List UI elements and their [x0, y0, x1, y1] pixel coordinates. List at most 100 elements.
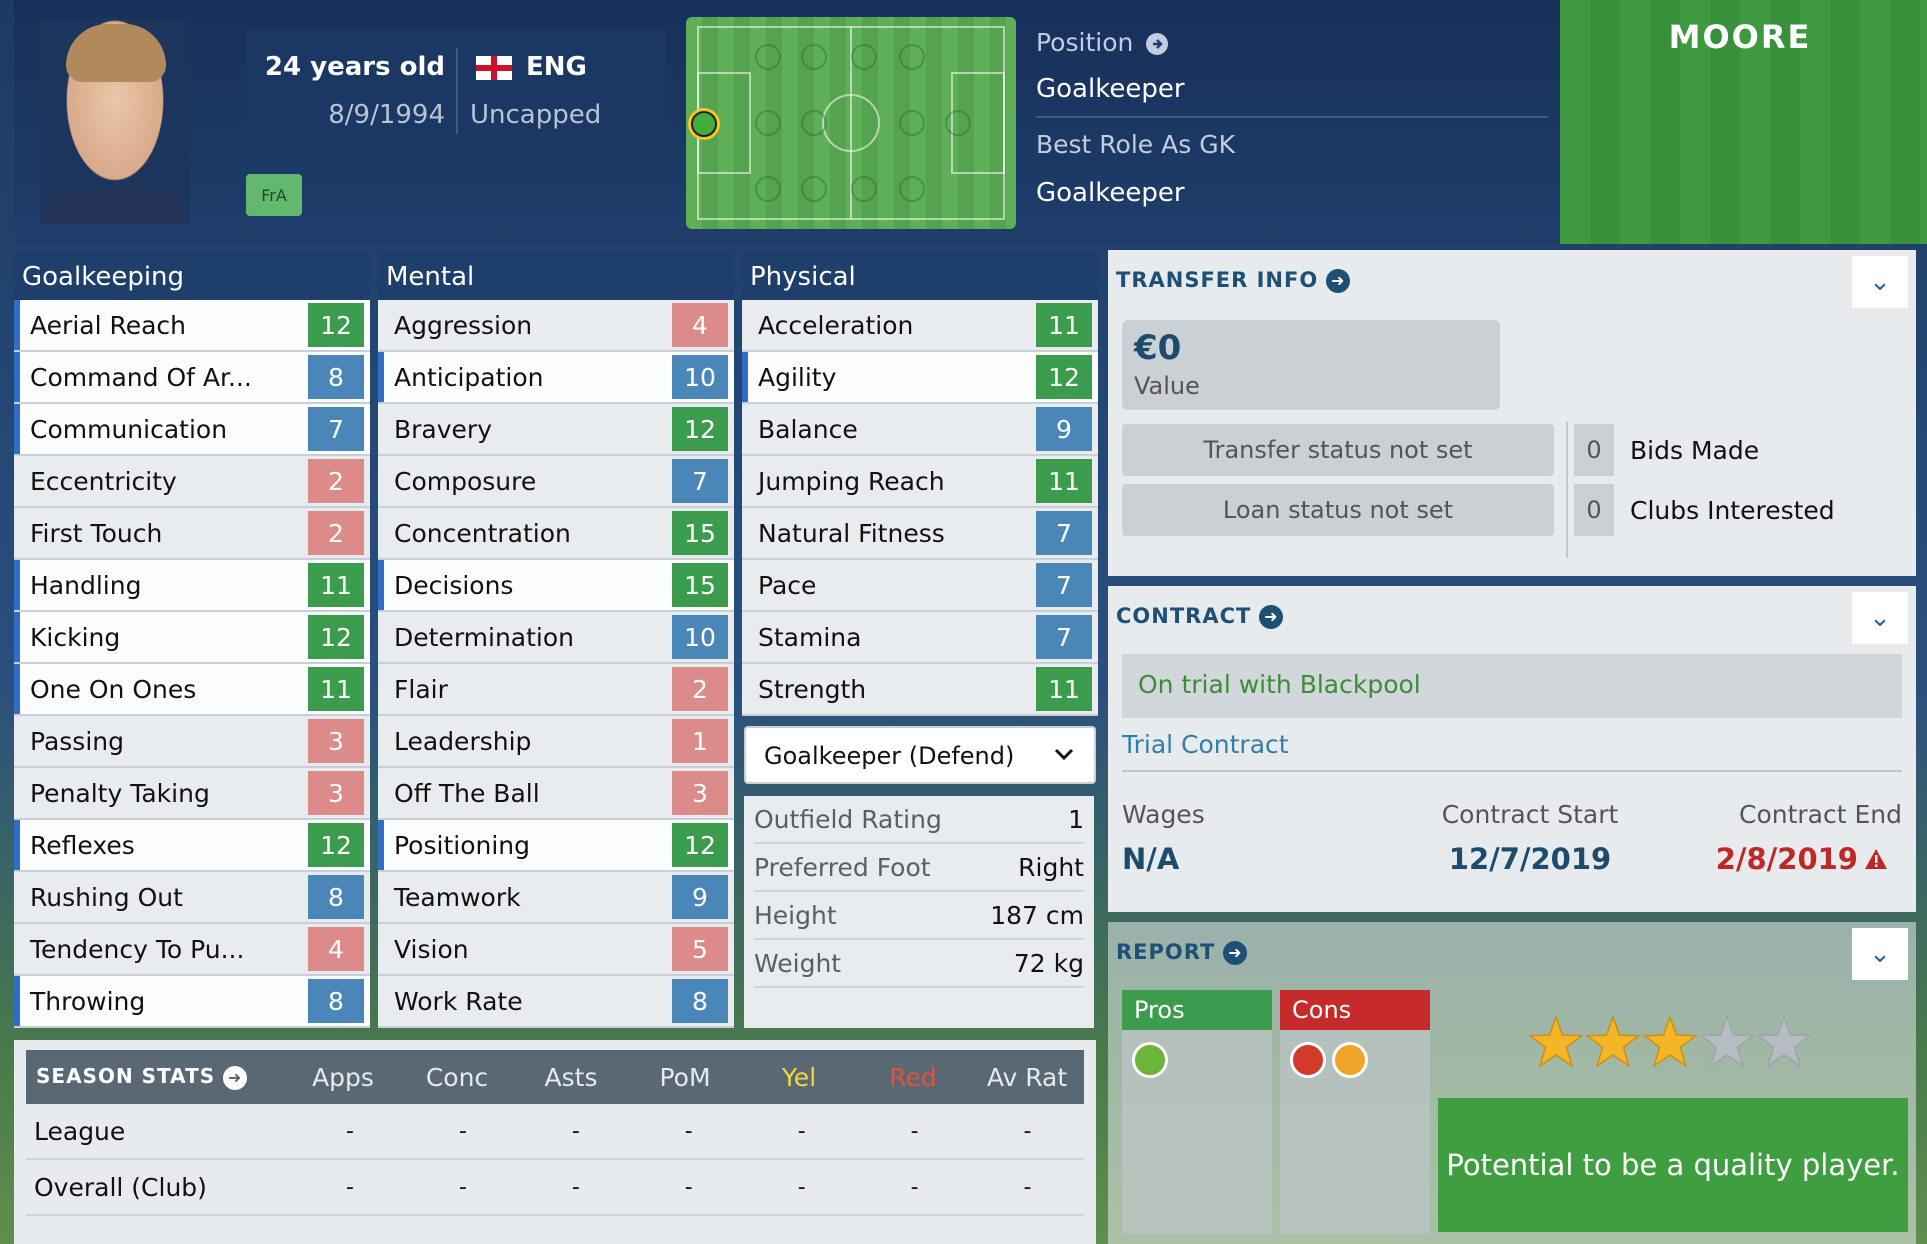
star-badge-icon[interactable] — [1290, 1042, 1326, 1078]
physical-attribute-row[interactable]: Strength 11 — [742, 664, 1098, 716]
best-role-title: Best Role As GK — [1036, 130, 1235, 159]
lock-badge-icon[interactable] — [1332, 1042, 1368, 1078]
arrow-right-icon — [1146, 33, 1169, 55]
goalkeeping-attribute-row[interactable]: Penalty Taking 3 — [14, 768, 370, 820]
goalkeeping-attribute-row[interactable]: One On Ones 11 — [14, 664, 370, 716]
goalkeeping-attribute-row[interactable]: Reflexes 12 — [14, 820, 370, 872]
season-cell: - — [684, 1118, 693, 1144]
goalkeeping-attribute-row[interactable]: Command Of Ar... 8 — [14, 352, 370, 404]
goalkeeping-attribute-row[interactable]: Tendency To Pu... 4 — [14, 924, 370, 976]
mental-attribute-row[interactable]: Decisions 15 — [378, 560, 734, 612]
fra-badge[interactable]: FrA — [246, 174, 302, 216]
position-divider — [1036, 116, 1548, 118]
mental-attribute-row[interactable]: Vision 5 — [378, 924, 734, 976]
contract-start-label: Contract Start — [1441, 800, 1619, 829]
season-col-pom[interactable]: PoM — [659, 1062, 711, 1092]
player-caps: Uncapped — [470, 100, 602, 130]
mental-attribute-row[interactable]: Anticipation 10 — [378, 352, 734, 404]
attribute-value: 5 — [672, 927, 728, 971]
physical-attribute-row[interactable]: Jumping Reach 11 — [742, 456, 1098, 508]
contract-end-label: Contract End — [1738, 800, 1902, 829]
goalkeeping-attribute-row[interactable]: Rushing Out 8 — [14, 872, 370, 924]
transfer-collapse-chevron-icon[interactable]: ⌄ — [1852, 256, 1908, 308]
goalkeeping-column: Goalkeeping Aerial Reach 12 Command Of Ar.… — [14, 250, 370, 1028]
transfer-status-button[interactable]: Transfer status not set — [1122, 424, 1554, 476]
chevron-down-icon[interactable] — [1050, 740, 1078, 768]
mental-attribute-row[interactable]: Leadership 1 — [378, 716, 734, 768]
goalkeeping-attribute-row[interactable]: Kicking 12 — [14, 612, 370, 664]
goalkeeping-attribute-row[interactable]: Throwing 8 — [14, 976, 370, 1028]
transfer-info-title[interactable]: TRANSFER INFO ➜ — [1116, 268, 1351, 293]
report-collapse-chevron-icon[interactable]: ⌄ — [1852, 928, 1908, 980]
season-col-red[interactable]: Red — [889, 1062, 937, 1092]
attribute-value: 7 — [1036, 511, 1092, 555]
season-col-asts[interactable]: Asts — [544, 1062, 598, 1092]
mental-attribute-row[interactable]: Bravery 12 — [378, 404, 734, 456]
mental-attribute-row[interactable]: Off The Ball 3 — [378, 768, 734, 820]
attribute-label: Pace — [758, 570, 817, 600]
position-title[interactable]: Position — [1036, 28, 1169, 57]
physical-attribute-row[interactable]: Stamina 7 — [742, 612, 1098, 664]
mental-attribute-row[interactable]: Positioning 12 — [378, 820, 734, 872]
detail-value: 1 — [1068, 804, 1084, 834]
season-col-av-rat[interactable]: Av Rat — [986, 1062, 1068, 1092]
goalkeeping-list: Aerial Reach 12 Command Of Ar... 8 Communica… — [14, 300, 370, 1028]
trial-status[interactable]: On trial with Blackpool — [1122, 654, 1902, 718]
detail-label: Preferred Foot — [754, 852, 931, 882]
attribute-label: Vision — [394, 934, 469, 964]
physical-attribute-row[interactable]: Balance 9 — [742, 404, 1098, 456]
role-dropdown[interactable]: Goalkeeper (Defend) — [744, 726, 1096, 784]
physical-attribute-row[interactable]: Pace 7 — [742, 560, 1098, 612]
physical-attribute-row[interactable]: Natural Fitness 7 — [742, 508, 1098, 560]
goalkeeping-attribute-row[interactable]: Aerial Reach 12 — [14, 300, 370, 352]
attribute-value: 12 — [672, 407, 728, 451]
season-cell: - — [1023, 1118, 1032, 1144]
report-title[interactable]: REPORT ➜ — [1116, 940, 1248, 965]
physical-attribute-row[interactable]: Agility 12 — [742, 352, 1098, 404]
mental-attribute-row[interactable]: Concentration 15 — [378, 508, 734, 560]
attribute-label: Concentration — [394, 518, 571, 548]
goalkeeping-attribute-row[interactable]: Passing 3 — [14, 716, 370, 768]
season-col-conc[interactable]: Conc — [425, 1062, 489, 1092]
attribute-label: Tendency To Pu... — [30, 934, 245, 964]
lightbulb-icon[interactable] — [1132, 1042, 1168, 1078]
season-cell: - — [684, 1174, 693, 1200]
arrow-right-icon: ➜ — [1326, 269, 1351, 293]
goalkeeping-attribute-row[interactable]: Eccentricity 2 — [14, 456, 370, 508]
attribute-value: 10 — [672, 355, 728, 399]
attribute-value: 4 — [308, 927, 364, 971]
season-col-yel[interactable]: Yel — [781, 1062, 817, 1092]
warning-icon — [1865, 849, 1887, 869]
attribute-value: 10 — [672, 615, 728, 659]
mental-attribute-row[interactable]: Work Rate 8 — [378, 976, 734, 1028]
pros-header: Pros — [1122, 990, 1272, 1030]
contract-title[interactable]: CONTRACT ➜ — [1116, 604, 1284, 629]
season-col-apps[interactable]: Apps — [312, 1062, 374, 1092]
mental-column: Mental Aggression 4 Anticipation 10 Bravery 1… — [378, 250, 734, 1028]
position-pitch[interactable] — [686, 17, 1016, 229]
mental-attribute-row[interactable]: Teamwork 9 — [378, 872, 734, 924]
contract-type[interactable]: Trial Contract — [1122, 730, 1289, 759]
detail-value: 187 cm — [990, 900, 1084, 930]
mental-attribute-row[interactable]: Determination 10 — [378, 612, 734, 664]
detail-label: Weight — [754, 948, 842, 978]
goalkeeping-attribute-row[interactable]: Handling 11 — [14, 560, 370, 612]
attribute-label: Positioning — [394, 830, 530, 860]
mental-attribute-row[interactable]: Flair 2 — [378, 664, 734, 716]
goalkeeping-attribute-row[interactable]: First Touch 2 — [14, 508, 370, 560]
goalkeeping-attribute-row[interactable]: Communication 7 — [14, 404, 370, 456]
contract-start-value: 12/7/2019 — [1448, 842, 1612, 876]
attribute-label: Command Of Ar... — [30, 362, 252, 392]
arrow-right-icon: ➜ — [1259, 605, 1284, 629]
physical-attribute-row[interactable]: Acceleration 11 — [742, 300, 1098, 352]
player-nation[interactable]: ENG — [526, 52, 587, 82]
season-cell: - — [571, 1174, 580, 1200]
mental-attribute-row[interactable]: Aggression 4 — [378, 300, 734, 352]
season-stats-title[interactable]: SEASON STATS ➜ — [26, 1064, 286, 1090]
detail-row: Preferred Foot Right — [754, 844, 1084, 892]
season-cell: - — [571, 1118, 580, 1144]
contract-collapse-chevron-icon[interactable]: ⌄ — [1852, 592, 1908, 644]
attribute-value: 12 — [308, 615, 364, 659]
mental-attribute-row[interactable]: Composure 7 — [378, 456, 734, 508]
loan-status-button[interactable]: Loan status not set — [1122, 484, 1554, 536]
